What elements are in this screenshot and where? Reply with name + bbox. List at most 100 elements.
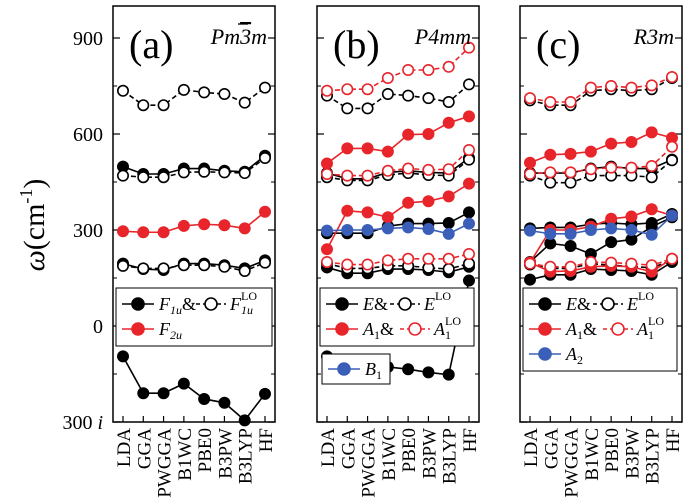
series-a1-lo xyxy=(320,144,475,182)
data-point xyxy=(422,128,435,141)
x-tick-label: PWGGA xyxy=(155,428,176,498)
legend-label: A1& xyxy=(565,319,597,342)
series-a1 xyxy=(320,110,475,170)
data-point xyxy=(605,236,618,249)
data-point xyxy=(137,226,150,239)
data-point xyxy=(462,110,475,123)
x-tick-label: PBE0 xyxy=(399,428,420,472)
data-point xyxy=(177,259,190,272)
data-point xyxy=(137,99,150,112)
data-point xyxy=(258,205,271,218)
data-point xyxy=(320,84,333,97)
data-point xyxy=(402,89,415,102)
legend-label-lo: A1LO xyxy=(433,314,461,342)
y-axis-unit-close: ) xyxy=(18,179,51,189)
data-point xyxy=(625,81,638,94)
data-point xyxy=(645,79,658,92)
data-point xyxy=(117,259,130,272)
data-point xyxy=(258,81,271,94)
data-point xyxy=(422,366,435,379)
data-point xyxy=(258,387,271,400)
data-point xyxy=(625,257,638,270)
data-point xyxy=(462,177,475,190)
data-point xyxy=(341,169,354,182)
legend-label-lo: ELO xyxy=(423,289,451,314)
data-point xyxy=(645,203,658,216)
data-point xyxy=(645,259,658,272)
data-point xyxy=(157,99,170,112)
panel-b: LDA GGA PWGGA B1WC PBE0 B3PW B3LYP HF (b) P4mm E& E… xyxy=(316,5,481,498)
data-point xyxy=(218,260,231,273)
data-point xyxy=(544,148,557,161)
data-point xyxy=(361,83,374,96)
data-point xyxy=(198,218,211,231)
legend-entry: B1 xyxy=(328,359,382,382)
legend-label: A1& xyxy=(362,319,394,342)
data-point xyxy=(137,387,150,400)
legend-marker-lo xyxy=(408,322,422,336)
data-point xyxy=(137,262,150,275)
series-f2u xyxy=(117,205,271,239)
data-point xyxy=(361,258,374,271)
panel-a: 900 600 300 0 300 i LDA GGA PWGGA B1WC PBE0 B3PW B3… xyxy=(62,5,277,498)
legend-label: F1u& xyxy=(158,294,196,317)
legend-marker-lo xyxy=(611,322,625,336)
space-group-label: P4mm xyxy=(414,24,471,49)
data-point xyxy=(462,41,475,54)
data-point xyxy=(645,126,658,139)
data-point xyxy=(584,81,597,94)
legend-label-lo: A1LO xyxy=(636,314,664,342)
data-point xyxy=(523,156,536,169)
series-a1 xyxy=(523,126,678,169)
data-point xyxy=(665,71,678,84)
data-point xyxy=(177,83,190,96)
series-f1u-lo xyxy=(117,152,271,184)
data-point xyxy=(381,222,394,235)
data-point xyxy=(238,167,251,180)
data-point xyxy=(625,136,638,149)
legend-entry: A1& A1LO xyxy=(529,314,664,342)
data-point xyxy=(544,260,557,273)
legend-marker xyxy=(131,322,145,336)
series-a1-lo xyxy=(523,71,678,109)
space-group-label: Pm3m xyxy=(210,24,267,49)
data-point xyxy=(258,152,271,165)
data-point xyxy=(605,161,618,174)
data-point xyxy=(218,219,231,232)
data-point xyxy=(361,142,374,155)
data-point xyxy=(645,228,658,241)
data-point xyxy=(544,176,557,189)
data-point xyxy=(564,227,577,240)
x-tick-label: B3PW xyxy=(419,428,440,479)
svg-text:ω(cm-1): ω(cm-1) xyxy=(16,179,51,272)
data-point xyxy=(320,157,333,170)
data-point xyxy=(177,219,190,232)
data-point xyxy=(381,72,394,85)
legend-marker-lo xyxy=(398,297,412,311)
data-point xyxy=(341,83,354,96)
data-point xyxy=(157,171,170,184)
x-tick-label: B3LYP xyxy=(236,428,257,484)
data-point xyxy=(462,206,475,219)
x-tick-label: GGA xyxy=(541,428,562,469)
data-point xyxy=(462,274,475,287)
data-point xyxy=(442,96,455,109)
data-point xyxy=(402,128,415,141)
data-point xyxy=(117,84,130,97)
data-point xyxy=(361,169,374,182)
data-point xyxy=(442,252,455,265)
data-point xyxy=(177,377,190,390)
panel-c: LDA GGA PWGGA B1WC PBE0 B3PW B3LYP HF (c) R3m E& EL… xyxy=(519,5,684,498)
data-point xyxy=(198,86,211,99)
data-point xyxy=(584,145,597,158)
data-point xyxy=(442,227,455,240)
data-point xyxy=(442,216,455,229)
y-tick-label: 600 xyxy=(73,124,103,146)
data-point xyxy=(361,224,374,237)
data-point xyxy=(422,64,435,77)
x-tick-label: LDA xyxy=(521,428,542,467)
space-group-label: R3m xyxy=(633,24,674,49)
legend-entry: E& ELO xyxy=(529,289,654,314)
